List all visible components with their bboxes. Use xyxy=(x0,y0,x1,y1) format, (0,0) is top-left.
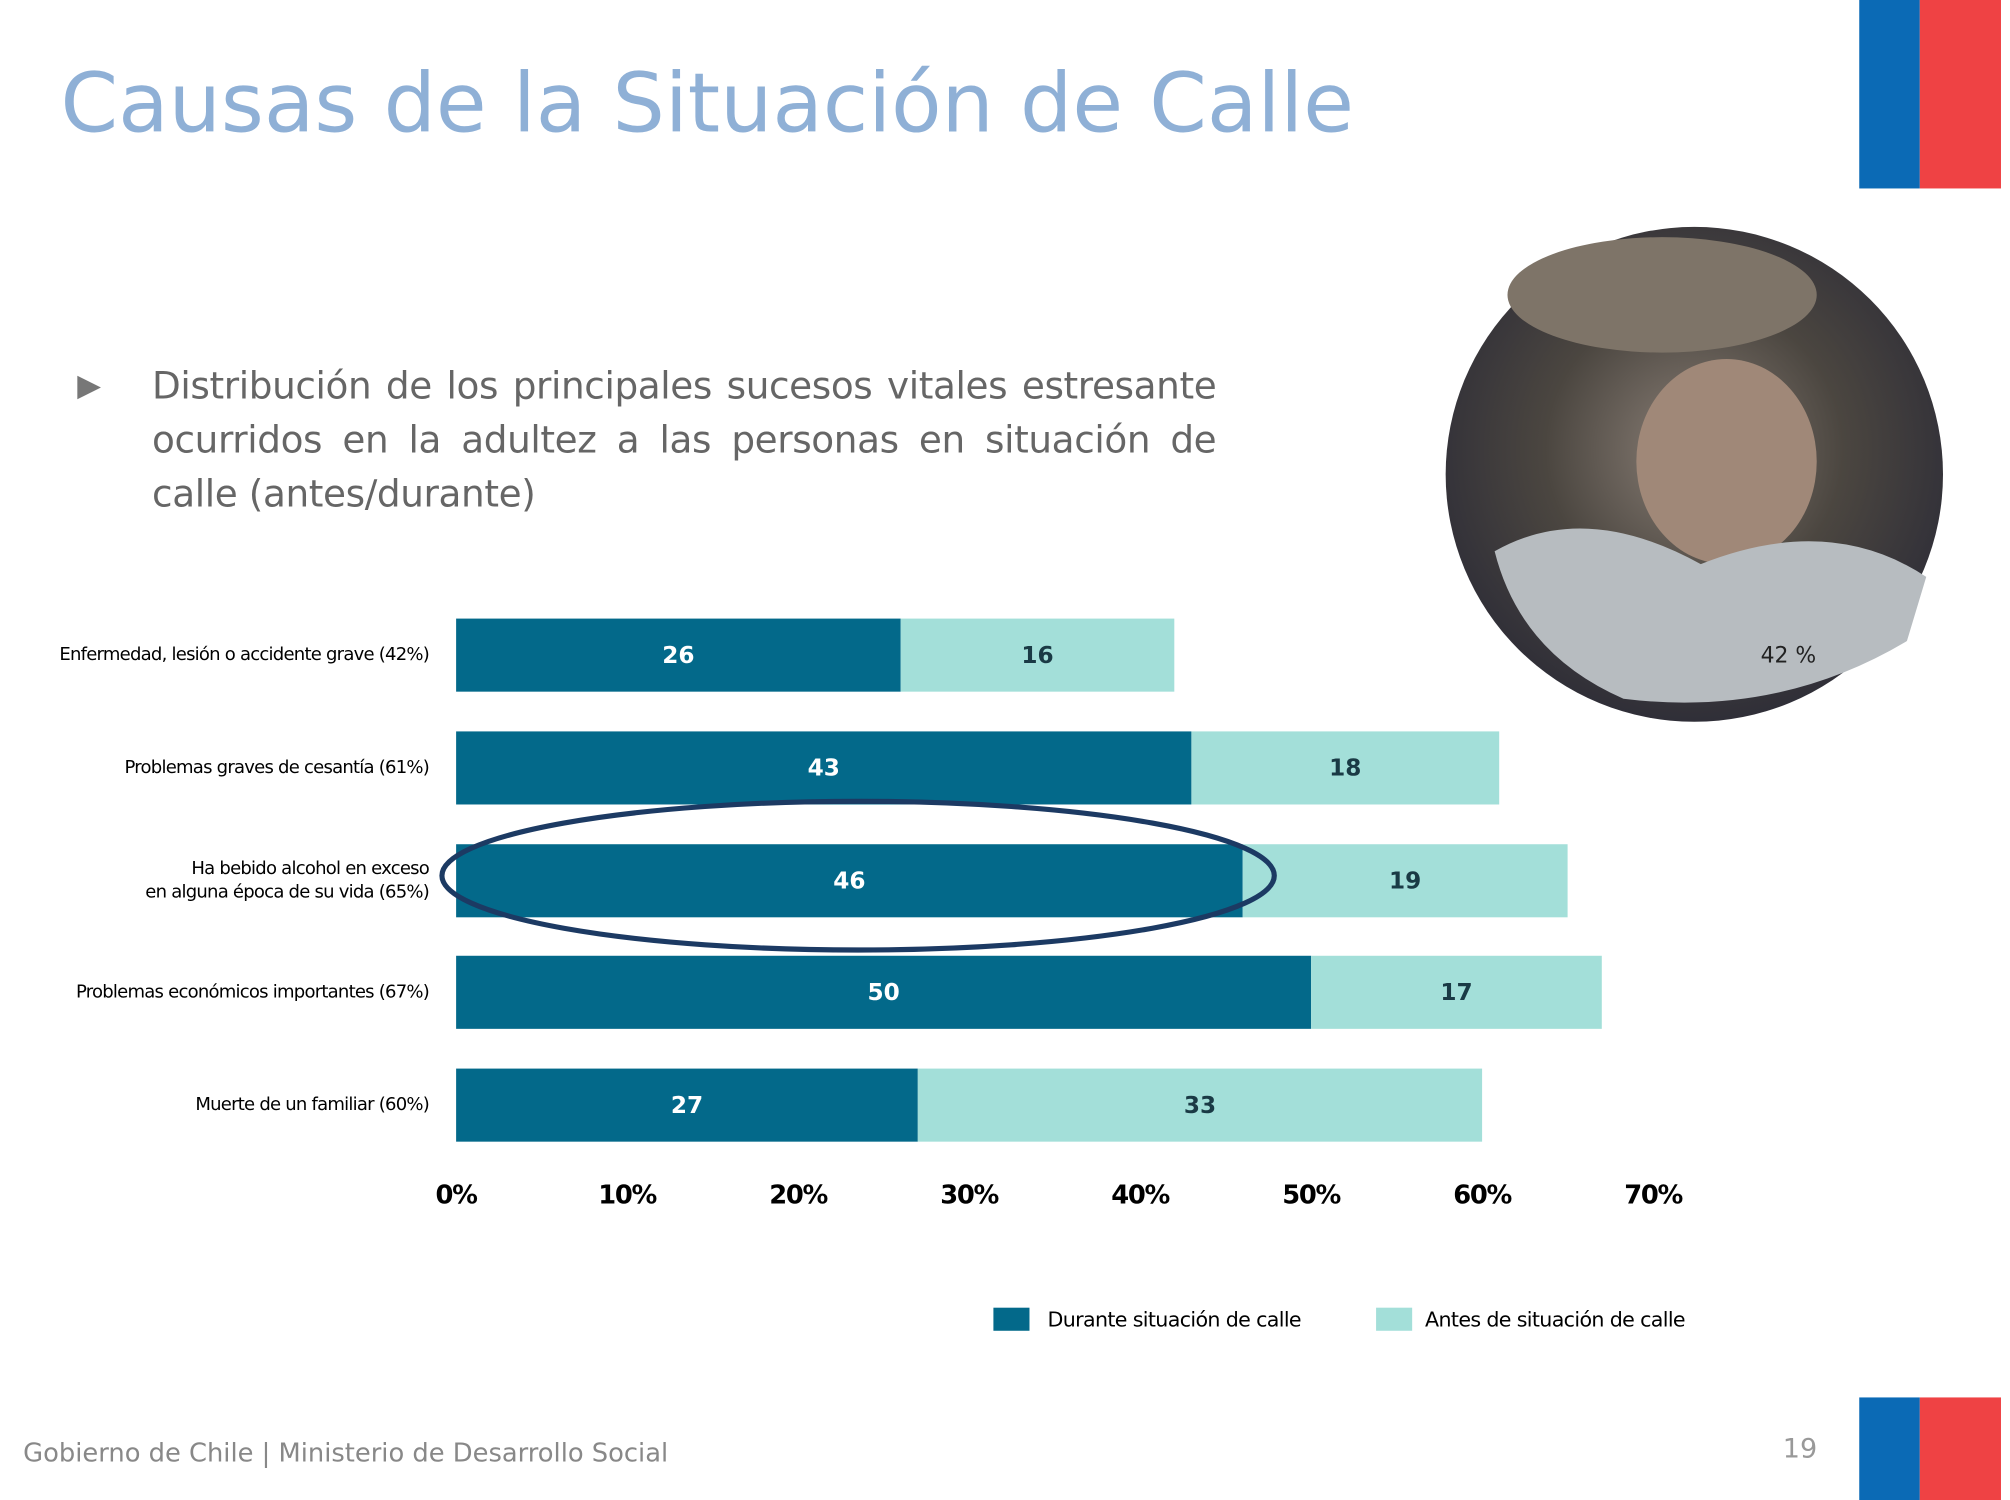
data-label: 17 xyxy=(1440,980,1472,1006)
data-label: 46 xyxy=(833,869,865,895)
bullet-marker: ▶ xyxy=(77,368,101,404)
bar-segment xyxy=(1311,955,1602,1029)
x-tick-label: 10% xyxy=(598,1181,656,1211)
bullet-box: Distribución de los principales sucesos … xyxy=(152,364,1217,516)
x-tick-label: 70% xyxy=(1624,1181,1682,1211)
data-label: 18 xyxy=(1329,756,1361,782)
x-tick-label: 60% xyxy=(1453,1181,1511,1211)
bar-segment xyxy=(456,618,901,692)
bar-segment xyxy=(456,1068,918,1142)
bullet-text: Distribución de los principales sucesos … xyxy=(152,364,1217,516)
highlight xyxy=(439,798,1277,953)
photo-cap xyxy=(1507,237,1817,353)
legend-label: Antes de situación de calle xyxy=(1425,1308,1685,1332)
annotation: 42 % xyxy=(1761,643,1817,668)
footer: Gobierno de Chile | Ministerio de Desarr… xyxy=(23,1438,668,1468)
data-label: 26 xyxy=(662,643,694,669)
data-label: 43 xyxy=(808,756,840,782)
slide-title: Causas de la Situación de Calle xyxy=(61,57,1354,152)
x-tick-label: 0% xyxy=(436,1181,478,1211)
bar-segment xyxy=(917,1068,1483,1142)
flag-red xyxy=(1919,1397,2001,1500)
category-label: Problemas económicos importantes (67%) xyxy=(76,981,429,1002)
flag-blue xyxy=(1859,1397,1920,1500)
bar-segment xyxy=(456,844,1243,918)
x-tick-label: 20% xyxy=(769,1181,827,1211)
data-label: 19 xyxy=(1389,869,1421,895)
x-tick-label: 40% xyxy=(1111,1181,1169,1211)
legend-swatch xyxy=(1376,1307,1413,1331)
legend-swatch xyxy=(993,1307,1030,1331)
legend-label: Durante situación de calle xyxy=(1048,1308,1301,1332)
data-label: 16 xyxy=(1021,643,1053,669)
data-label: 50 xyxy=(867,980,899,1006)
flag-red xyxy=(1919,0,2001,189)
bar-segment xyxy=(1242,844,1568,918)
category-label: Muerte de un familiar (60%) xyxy=(195,1094,429,1115)
bar-segment xyxy=(900,618,1175,692)
bar-segment xyxy=(456,955,1312,1029)
bar-segment xyxy=(456,731,1192,805)
x-tick-label: 30% xyxy=(940,1181,998,1211)
data-label: 27 xyxy=(671,1093,703,1119)
x-tick-label: 50% xyxy=(1282,1181,1340,1211)
page-number: 19 xyxy=(1783,1434,1817,1465)
category-label: Enfermedad, lesión o accidente grave (42… xyxy=(59,644,429,665)
category-label: Ha bebido alcohol en exceso en alguna ép… xyxy=(140,858,429,902)
bar-segment xyxy=(1191,731,1500,805)
flag-blue xyxy=(1859,0,1920,189)
category-label: Problemas graves de cesantía (61%) xyxy=(125,757,430,778)
data-label: 33 xyxy=(1184,1093,1216,1119)
photo-jacket xyxy=(1494,528,1927,703)
photo-face xyxy=(1636,358,1817,565)
